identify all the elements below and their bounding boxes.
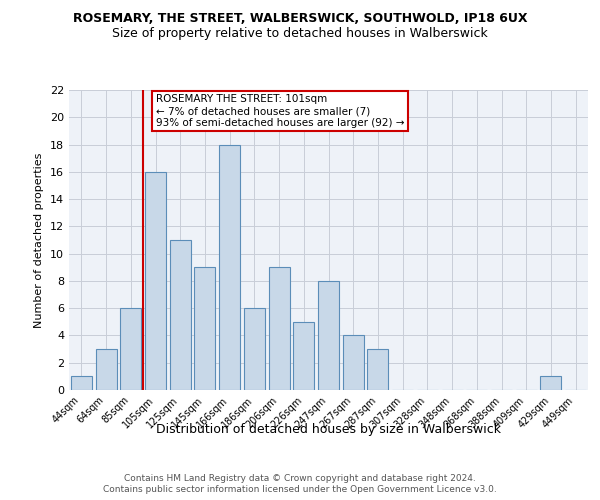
- Text: Contains HM Land Registry data © Crown copyright and database right 2024.: Contains HM Land Registry data © Crown c…: [124, 474, 476, 483]
- Bar: [219, 144, 240, 390]
- Bar: [194, 268, 215, 390]
- Bar: [367, 349, 388, 390]
- Bar: [293, 322, 314, 390]
- Bar: [541, 376, 562, 390]
- Text: Size of property relative to detached houses in Walberswick: Size of property relative to detached ho…: [112, 28, 488, 40]
- Bar: [145, 172, 166, 390]
- Y-axis label: Number of detached properties: Number of detached properties: [34, 152, 44, 328]
- Bar: [120, 308, 141, 390]
- Text: ROSEMARY THE STREET: 101sqm
← 7% of detached houses are smaller (7)
93% of semi-: ROSEMARY THE STREET: 101sqm ← 7% of deta…: [155, 94, 404, 128]
- Bar: [71, 376, 92, 390]
- Bar: [170, 240, 191, 390]
- Text: Contains public sector information licensed under the Open Government Licence v3: Contains public sector information licen…: [103, 485, 497, 494]
- Bar: [244, 308, 265, 390]
- Text: ROSEMARY, THE STREET, WALBERSWICK, SOUTHWOLD, IP18 6UX: ROSEMARY, THE STREET, WALBERSWICK, SOUTH…: [73, 12, 527, 26]
- Bar: [318, 281, 339, 390]
- Bar: [343, 336, 364, 390]
- Bar: [95, 349, 116, 390]
- Text: Distribution of detached houses by size in Walberswick: Distribution of detached houses by size …: [156, 422, 502, 436]
- Bar: [269, 268, 290, 390]
